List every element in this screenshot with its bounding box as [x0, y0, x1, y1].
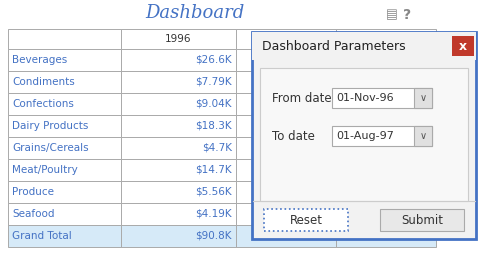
Bar: [121, 115, 236, 137]
Text: $7.79K: $7.79K: [195, 77, 232, 87]
Bar: [236, 115, 336, 137]
Bar: [8, 159, 121, 181]
Text: Dairy Products: Dairy Products: [12, 121, 88, 131]
Bar: [8, 71, 121, 93]
Text: ∨: ∨: [420, 93, 427, 103]
Text: $14.7K: $14.7K: [195, 165, 232, 175]
Bar: [236, 49, 336, 71]
Text: Grand Total: Grand Total: [12, 231, 72, 241]
Bar: [336, 203, 436, 225]
Text: Grand Total: Grand Total: [356, 34, 416, 44]
Text: Meat/Poultry: Meat/Poultry: [12, 165, 78, 175]
Bar: [336, 159, 436, 181]
Bar: [236, 137, 336, 159]
Text: Grains/Cereals: Grains/Cereals: [12, 143, 89, 153]
Text: To date: To date: [272, 129, 315, 143]
Bar: [121, 93, 236, 115]
Text: Submit: Submit: [401, 214, 443, 226]
Bar: [236, 181, 336, 203]
Bar: [8, 115, 121, 137]
Bar: [452, 36, 474, 56]
Text: $9.04K: $9.04K: [195, 99, 232, 109]
Bar: [121, 181, 236, 203]
Bar: [336, 225, 436, 247]
Text: Seafood: Seafood: [12, 209, 55, 219]
Text: Condiments: Condiments: [12, 77, 75, 87]
Bar: [236, 93, 336, 115]
Text: $18.3K: $18.3K: [195, 121, 232, 131]
Bar: [260, 68, 468, 201]
Bar: [121, 159, 236, 181]
Bar: [8, 137, 121, 159]
Text: 01-Nov-96: 01-Nov-96: [336, 93, 394, 103]
Bar: [8, 93, 121, 115]
Bar: [414, 88, 432, 108]
Bar: [121, 49, 236, 71]
Bar: [236, 29, 336, 49]
Bar: [336, 71, 436, 93]
Bar: [121, 225, 236, 247]
Bar: [414, 126, 432, 146]
Bar: [252, 32, 476, 60]
Bar: [336, 49, 436, 71]
Text: Produce: Produce: [12, 187, 54, 197]
Bar: [332, 88, 432, 108]
Bar: [336, 29, 436, 49]
Bar: [8, 203, 121, 225]
Text: x: x: [459, 40, 467, 52]
Bar: [236, 159, 336, 181]
Bar: [121, 71, 236, 93]
Bar: [8, 225, 121, 247]
Bar: [380, 209, 464, 231]
Text: ▤: ▤: [386, 9, 398, 22]
Bar: [264, 209, 348, 231]
Text: 1997: 1997: [273, 34, 299, 44]
Text: $4.19K: $4.19K: [195, 209, 232, 219]
Text: $4.7K: $4.7K: [202, 143, 232, 153]
Text: ?: ?: [403, 8, 411, 22]
Text: $90.8K: $90.8K: [195, 231, 232, 241]
Bar: [8, 49, 121, 71]
Text: 1996: 1996: [165, 34, 192, 44]
Bar: [236, 225, 336, 247]
Bar: [8, 29, 121, 49]
Bar: [121, 29, 236, 49]
Text: From date: From date: [272, 91, 332, 104]
Bar: [336, 115, 436, 137]
Text: Beverages: Beverages: [12, 55, 67, 65]
Bar: [252, 32, 476, 239]
Bar: [8, 181, 121, 203]
Text: 01-Aug-97: 01-Aug-97: [336, 131, 394, 141]
Text: $5.56K: $5.56K: [195, 187, 232, 197]
Text: Dashboard: Dashboard: [145, 4, 245, 22]
Text: $26.6K: $26.6K: [195, 55, 232, 65]
Text: Reset: Reset: [289, 214, 323, 226]
Bar: [336, 93, 436, 115]
Text: Dashboard Parameters: Dashboard Parameters: [262, 40, 406, 52]
Bar: [332, 126, 432, 146]
Text: ∨: ∨: [420, 131, 427, 141]
Bar: [336, 181, 436, 203]
Bar: [236, 203, 336, 225]
Bar: [336, 137, 436, 159]
Text: Confections: Confections: [12, 99, 74, 109]
Bar: [236, 71, 336, 93]
Bar: [121, 137, 236, 159]
Bar: [121, 203, 236, 225]
